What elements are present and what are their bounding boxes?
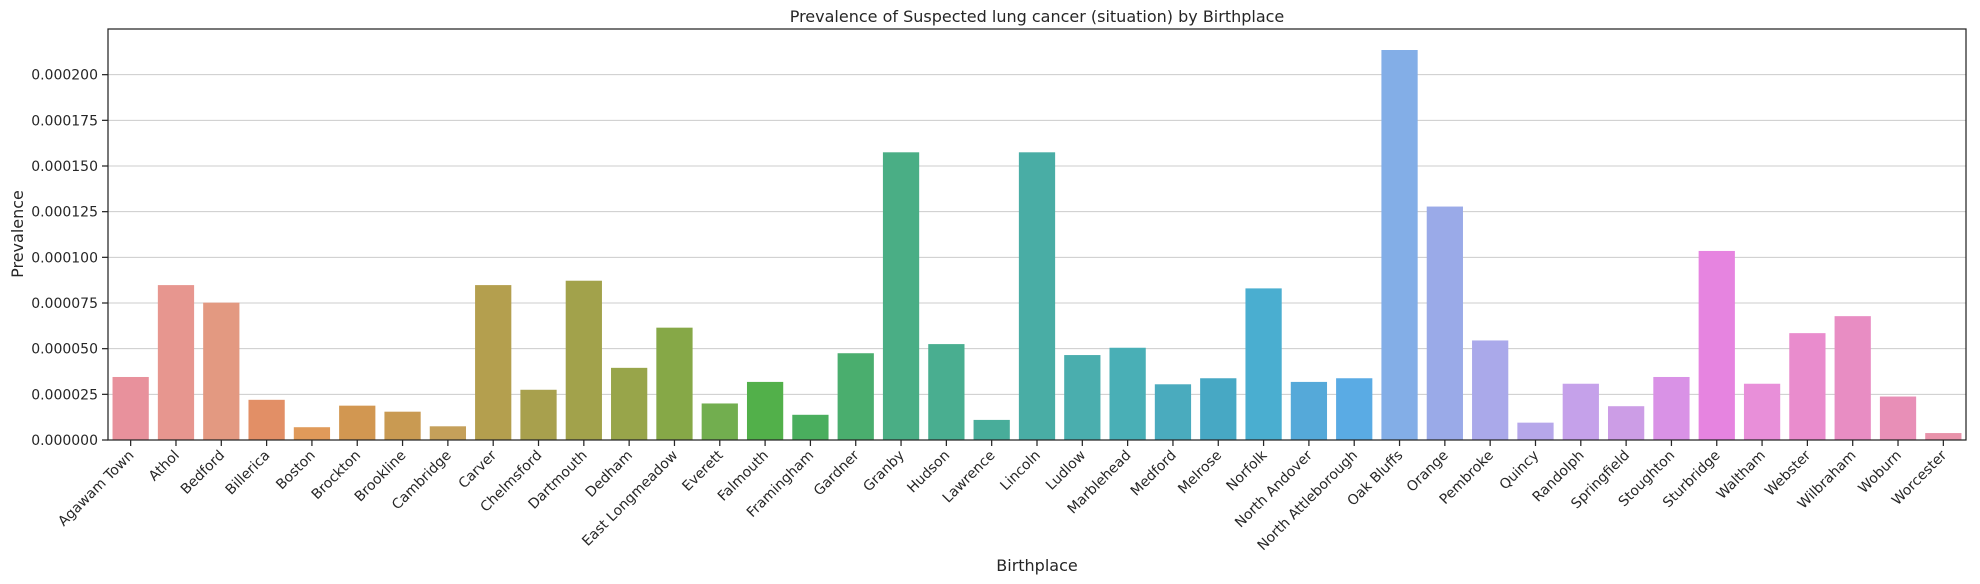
bar (384, 411, 421, 440)
y-tick-label: 0.000150 (31, 159, 98, 175)
bar (928, 344, 965, 440)
bar (882, 152, 920, 441)
bar (429, 426, 467, 440)
bar (973, 419, 1010, 440)
bar (1154, 384, 1192, 440)
x-axis-label: Birthplace (996, 556, 1077, 575)
y-tick-label: 0.000050 (31, 342, 98, 358)
bar (1381, 50, 1418, 441)
y-tick-label: 0.000025 (31, 387, 98, 403)
bar (1472, 340, 1509, 440)
bar (1018, 152, 1056, 441)
bar (1517, 422, 1554, 440)
bar (565, 280, 602, 440)
bar (1109, 347, 1146, 440)
bar (1834, 316, 1871, 440)
bar (339, 405, 376, 440)
bar (475, 285, 512, 440)
bar (611, 367, 648, 440)
y-axis: 0.000000 0.000025 0.000050 0.000075 0.000100… (31, 68, 108, 449)
bar (1925, 433, 1962, 440)
bar (1245, 288, 1282, 440)
bar (701, 403, 738, 440)
bar (1653, 376, 1690, 440)
y-tick-label: 0.000125 (31, 205, 98, 221)
y-axis-label: Prevalence (8, 190, 27, 278)
bar (1789, 333, 1826, 440)
y-tick-label: 0.000175 (31, 113, 98, 129)
bar (792, 414, 829, 440)
y-tick-label: 0.000200 (31, 68, 98, 84)
bars (112, 50, 1962, 441)
bar (1743, 383, 1781, 440)
bar (112, 376, 149, 440)
bar (1200, 378, 1237, 440)
y-tick-label: 0.000000 (31, 433, 98, 449)
y-tick-label: 0.000100 (31, 250, 98, 266)
y-tick-label: 0.000075 (31, 296, 98, 312)
bar (1426, 206, 1463, 440)
bar (1607, 406, 1645, 440)
bar (1064, 355, 1101, 440)
bar (157, 285, 195, 440)
bar (1698, 250, 1735, 440)
bar (1562, 383, 1599, 440)
bar (746, 381, 784, 440)
bar (203, 302, 240, 440)
plot-frame (107, 28, 1967, 441)
bar (293, 427, 331, 440)
bar (520, 389, 557, 440)
chart-title: Prevalence of Suspected lung cancer (sit… (790, 7, 1285, 26)
bar (1879, 396, 1917, 440)
bar (656, 327, 693, 440)
bar (1290, 381, 1328, 440)
bar (837, 353, 874, 440)
bar (248, 399, 285, 440)
bar (1336, 378, 1373, 440)
